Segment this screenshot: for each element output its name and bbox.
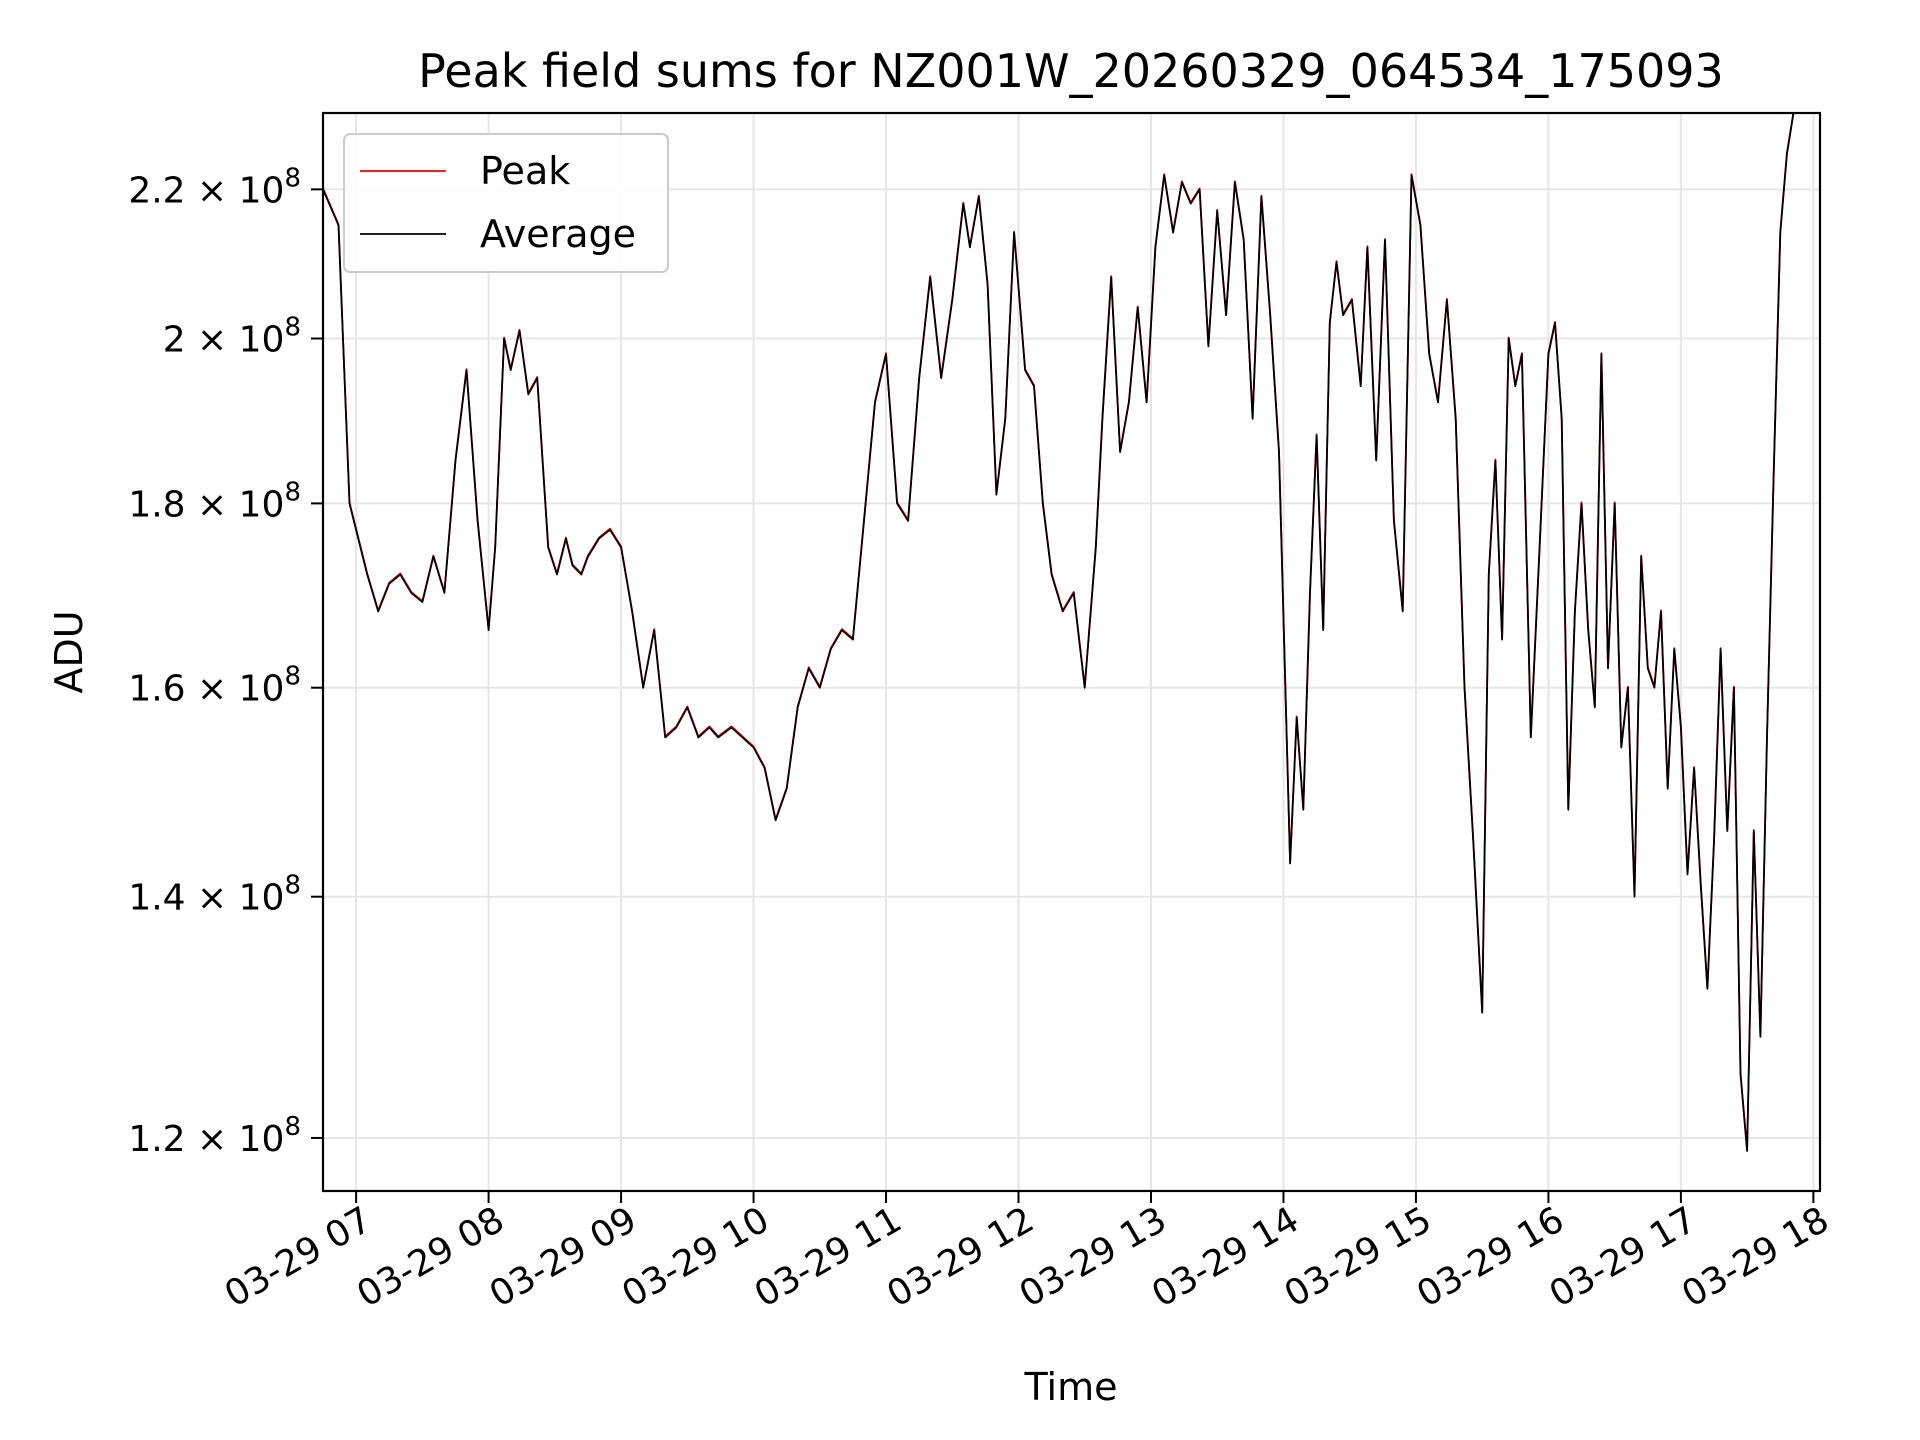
legend-box	[343, 133, 669, 273]
y-tick-label: 1.6 × 108	[128, 662, 301, 710]
y-tick-label: 1.8 × 108	[128, 477, 301, 525]
y-tick-label: 2.2 × 108	[128, 163, 301, 211]
series-layer	[322, 111, 1795, 1152]
y-axis-ticks: 1.2 × 108 1.4 × 108 1.6 × 108 1.8 × 108 2 × …	[128, 163, 323, 1160]
legend-peak-label: Peak	[480, 149, 570, 193]
chart-title: Peak field sums for NZ001W_20260329_0645…	[418, 44, 1724, 98]
x-axis-label: Time	[1024, 1365, 1118, 1409]
legend: Peak Average	[343, 133, 669, 273]
series-line-average	[322, 112, 1795, 1152]
y-tick-label: 1.2 × 108	[128, 1112, 301, 1160]
legend-average-label: Average	[480, 212, 636, 256]
y-tick-label: 2 × 108	[163, 313, 301, 361]
y-tick-label: 1.4 × 108	[128, 871, 301, 919]
plot-frame	[321, 111, 1822, 1193]
y-axis-label: ADU	[47, 610, 91, 693]
